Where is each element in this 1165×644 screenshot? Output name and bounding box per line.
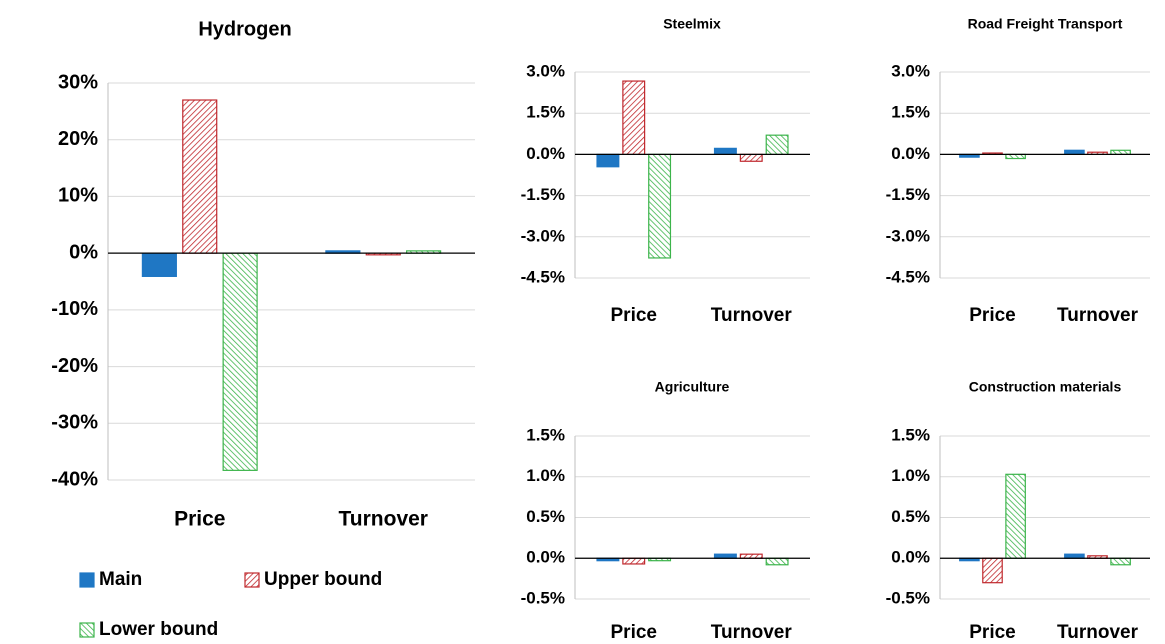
y-tick-label: 0.0%	[891, 144, 930, 163]
y-tick-label: -4.5%	[521, 267, 565, 286]
x-tick-label: Turnover	[711, 305, 793, 326]
y-tick-label: 3.0%	[526, 61, 565, 80]
x-tick-label: Price	[174, 508, 225, 531]
legend-swatch	[79, 572, 95, 588]
y-tick-label: 10%	[58, 185, 98, 207]
y-tick-label: 20%	[58, 128, 98, 150]
x-tick-label: Price	[611, 622, 657, 643]
legend-label: Lower bound	[99, 619, 218, 640]
y-tick-label: -1.5%	[886, 185, 930, 204]
bar	[739, 153, 763, 162]
bar	[141, 252, 177, 277]
x-tick-label: Turnover	[711, 622, 793, 643]
chart-title: Steelmix	[663, 16, 721, 32]
y-tick-label: 0.5%	[526, 507, 565, 526]
legend-label: Main	[99, 569, 142, 590]
y-tick-label: -3.0%	[886, 226, 930, 245]
legend-swatch	[244, 572, 260, 588]
chart-title: Hydrogen	[198, 18, 291, 40]
bar	[982, 557, 1003, 584]
y-tick-label: -1.5%	[521, 185, 565, 204]
legend-swatch	[79, 622, 95, 638]
y-tick-label: -40%	[51, 468, 98, 490]
y-tick-label: 0.5%	[891, 507, 930, 526]
bar	[1110, 557, 1131, 566]
y-tick-label: 0%	[69, 241, 98, 263]
chart-title: Road Freight Transport	[968, 16, 1123, 32]
y-tick-label: 1.0%	[526, 466, 565, 485]
x-tick-label: Turnover	[339, 508, 428, 531]
bar	[648, 153, 672, 259]
y-tick-label: 1.0%	[891, 466, 930, 485]
bar	[622, 557, 646, 565]
x-tick-label: Turnover	[1057, 305, 1139, 326]
y-tick-label: -10%	[51, 298, 98, 320]
y-tick-label: 0.0%	[891, 548, 930, 567]
y-tick-label: 1.5%	[891, 425, 930, 444]
y-tick-label: 1.5%	[526, 103, 565, 122]
bar	[765, 134, 789, 156]
y-tick-label: 1.5%	[891, 103, 930, 122]
y-tick-label: -3.0%	[521, 226, 565, 245]
y-tick-label: -30%	[51, 412, 98, 434]
x-tick-label: Price	[969, 305, 1015, 326]
y-tick-label: 0.0%	[526, 548, 565, 567]
chart-title: Agriculture	[655, 379, 730, 395]
x-tick-label: Price	[969, 622, 1015, 643]
y-tick-label: 1.5%	[526, 425, 565, 444]
y-tick-label: 3.0%	[891, 61, 930, 80]
y-tick-label: -0.5%	[886, 588, 930, 607]
y-tick-label: -20%	[51, 355, 98, 377]
x-tick-label: Turnover	[1057, 622, 1139, 643]
x-tick-label: Price	[611, 305, 657, 326]
bar	[596, 153, 620, 168]
chart-title: Construction materials	[969, 379, 1122, 395]
bar	[1005, 473, 1026, 559]
bar	[713, 147, 737, 155]
bar	[622, 80, 646, 156]
bar	[222, 252, 258, 471]
y-tick-label: -0.5%	[521, 588, 565, 607]
bar	[765, 557, 789, 566]
bar	[182, 99, 218, 254]
legend-label: Upper bound	[264, 569, 382, 590]
y-tick-label: 0.0%	[526, 144, 565, 163]
y-tick-label: 30%	[58, 71, 98, 93]
y-tick-label: -4.5%	[886, 267, 930, 286]
